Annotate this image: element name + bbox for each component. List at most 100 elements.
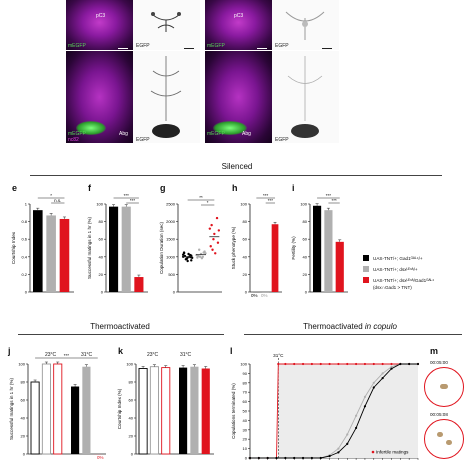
- bar-k-1: [149, 366, 159, 455]
- ytick-label: 0: [245, 456, 248, 461]
- point-g-2-7: [214, 252, 217, 255]
- ytick-label: 20: [243, 437, 248, 442]
- ytick-label: 10: [243, 446, 248, 451]
- panel-letter-g: g: [160, 183, 166, 193]
- vnc-trace-2: [287, 56, 323, 138]
- zero-pct-red: 0%: [97, 455, 104, 460]
- micro-vnc-gray-1: [133, 51, 200, 143]
- ytick-label: 0: [101, 290, 104, 295]
- ytick-label: 60: [129, 398, 134, 403]
- ylabel-g: Copulation Duration (sec): [159, 221, 164, 274]
- point-g-1-1: [198, 255, 202, 258]
- ytick-label: 80: [21, 380, 26, 385]
- infertile-label: Infertile matings: [376, 450, 409, 455]
- series-point-2-8: [319, 456, 322, 460]
- sig-label: ***: [124, 193, 130, 198]
- ytick-label: 0.8: [21, 219, 27, 224]
- sig-label: **: [199, 195, 203, 200]
- egfp-label-3: EGFP: [136, 137, 150, 143]
- chart-g: 0 500 1000 1500 2000 2500 Copulation Duration …: [159, 195, 222, 295]
- series-point-2-19: [416, 362, 420, 366]
- point-g-0-12: [185, 257, 188, 261]
- point-g-1-6: [197, 254, 200, 258]
- infertile-marker: [371, 450, 375, 454]
- bar-e-2: [59, 218, 70, 292]
- neuron-trace-1: [151, 12, 181, 32]
- bar-k-0: [138, 368, 148, 455]
- sig-label: ***: [331, 198, 337, 203]
- series-point-2-18: [408, 362, 411, 366]
- ytick-label: 0: [131, 452, 134, 457]
- ytick-label: 20: [303, 272, 308, 277]
- pc3-label-1: pC3: [96, 13, 106, 19]
- chart-f: 0 20 40 60 80 100 Successful matings in 1 hr (…: [87, 193, 148, 295]
- series-point-0-5: [284, 362, 287, 366]
- ytick-label: 100: [18, 362, 25, 367]
- series-point-2-0: [248, 456, 252, 460]
- ytick-label: 20: [99, 272, 104, 277]
- ylabel-e: Courtship Index: [11, 231, 16, 264]
- timestamp-top: 00:05:00: [430, 360, 448, 365]
- series-point-0-14: [363, 362, 367, 366]
- sig-label: *: [50, 193, 52, 198]
- chart-h: 0 20 40 60 80 100 Stuck phenotype (%) ******: [231, 193, 282, 295]
- ylabel-k: Courtship Index (%): [117, 388, 122, 429]
- temp-23-k: 23°C: [147, 352, 159, 358]
- series-point-2-7: [310, 456, 313, 460]
- series-point-2-1: [257, 456, 260, 460]
- point-g-2-1: [212, 238, 215, 241]
- chart-k: 0 20 40 60 80 100 Courtship Index (%): [117, 362, 214, 457]
- ytick-label: 0: [25, 290, 28, 295]
- ytick-label: 0.4: [21, 254, 27, 259]
- ytick-label: 60: [21, 398, 26, 403]
- ytick-label: 80: [243, 219, 248, 224]
- sig-label: ***: [263, 193, 269, 198]
- micro-vnc-gray-2: [272, 51, 339, 143]
- point-g-2-8: [217, 229, 221, 232]
- legend-swatch-1: [363, 266, 369, 272]
- ytick-label: 1500: [166, 237, 176, 242]
- neuron-trace-2: [285, 11, 325, 40]
- scalebar-3: [257, 48, 267, 49]
- panel-letter-e: e: [12, 183, 18, 193]
- series-point-1-12: [355, 414, 358, 417]
- temp-31-j: 31°C: [81, 352, 93, 358]
- series-point-1-15: [381, 372, 384, 375]
- ytick-label: 100: [126, 362, 133, 367]
- ylabel-h: Stuck phenotype (%): [231, 226, 236, 269]
- bar-f-0: [109, 206, 119, 292]
- nc82-label: nc82: [68, 137, 79, 143]
- ytick-label: 100: [96, 202, 103, 207]
- point-g-1-10: [201, 255, 204, 258]
- panel-letter-h: h: [232, 183, 238, 193]
- ytick-label: 100: [300, 202, 307, 207]
- legend-label-1: UAS-TNT/+; dsxᴸᴱˣᴬ/+: [373, 267, 418, 272]
- ylabel-j: Successful matings in 1 hr (%): [9, 378, 14, 441]
- ytick-label: 20: [21, 434, 26, 439]
- zero-pct-gray: 0%: [261, 293, 268, 298]
- ytick-label: 60: [99, 237, 104, 242]
- ytick-label: 1: [25, 202, 28, 207]
- legend-swatch-0: [363, 255, 369, 261]
- bar-j-1: [41, 363, 51, 455]
- fly-video-frame-top: [424, 367, 464, 407]
- ytick-label: 80: [129, 380, 134, 385]
- section-thermo-title: Thermoactivated: [90, 322, 150, 331]
- bar-h-2: [271, 224, 279, 292]
- ytick-label: 20: [129, 434, 134, 439]
- sig-label: ***: [268, 198, 274, 203]
- bar-f-1: [121, 206, 131, 292]
- bar-f-2: [134, 277, 144, 292]
- temp-31-k: 31°C: [180, 352, 192, 358]
- section-silenced-rule: [30, 175, 442, 176]
- chart-e: 0 0.2 0.4 0.6 0.8 1 Courtship Index *n.s.: [11, 193, 74, 295]
- point-g-2-9: [211, 248, 214, 251]
- abg-label-1: Abg: [119, 131, 128, 137]
- fly-b: [446, 440, 452, 445]
- chart-i: 0 20 40 60 80 100 Fertility (%) ******: [291, 193, 348, 295]
- chart-l: 0 10 20 30 40 50 60 70 80 90 100 Copulations termin…: [231, 353, 420, 461]
- bar-i-2: [335, 241, 344, 292]
- scalebar-4: [322, 48, 332, 49]
- series-point-1-11: [346, 433, 349, 436]
- point-g-2-6: [210, 223, 213, 227]
